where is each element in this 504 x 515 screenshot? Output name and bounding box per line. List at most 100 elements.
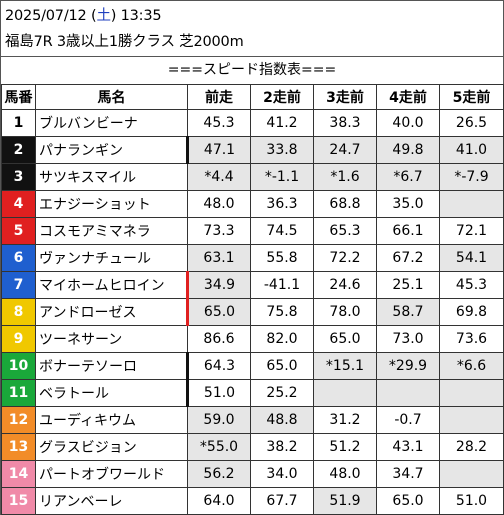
table-row: 3 サツキスマイル *4.4 *-1.1 *1.6 *6.7 *-7.9 — [1, 163, 504, 191]
speed-index-cell: 24.6 — [313, 271, 377, 299]
horse-number: 5 — [1, 217, 36, 245]
horse-name: エナジーショット — [35, 190, 188, 218]
speed-index-cell: 31.2 — [313, 406, 377, 434]
table-title: ===スピード指数表=== — [1, 56, 503, 85]
speed-index-cell: 67.2 — [376, 244, 440, 272]
speed-index-cell: 35.0 — [376, 190, 440, 218]
horse-name: ベラトール — [35, 379, 188, 407]
speed-index-cell: 36.3 — [250, 190, 314, 218]
speed-index-cell — [439, 190, 504, 218]
table-row: 5 コスモアミマネラ 73.3 74.5 65.3 66.1 72.1 — [1, 217, 504, 245]
table-row: 6 ヴァンナチュール 63.1 55.8 72.2 67.2 54.1 — [1, 244, 504, 272]
col-header-last: 前走 — [187, 84, 251, 110]
speed-index-cell: 25.1 — [376, 271, 440, 299]
speed-index-cell: 63.1 — [187, 244, 251, 272]
speed-index-cell: 28.2 — [439, 433, 504, 461]
speed-index-cell: 56.2 — [187, 460, 251, 488]
speed-index-cell: *-7.9 — [439, 163, 504, 191]
speed-index-cell: 49.8 — [376, 136, 440, 164]
horse-name: パナランギン — [35, 136, 188, 164]
speed-index-cell: 64.3 — [186, 352, 251, 380]
speed-index-cell: 38.3 — [313, 109, 377, 137]
horse-number: 6 — [1, 244, 36, 272]
horse-number: 9 — [1, 325, 36, 353]
speed-index-cell: 25.2 — [250, 379, 314, 407]
speed-index-cell: *1.6 — [313, 163, 377, 191]
horse-name: サツキスマイル — [35, 163, 188, 191]
horse-name: ブルバンビーナ — [35, 109, 188, 137]
race-datetime: 2025/07/12 (土) 13:35 — [5, 4, 162, 25]
horse-number: 15 — [1, 487, 36, 515]
horse-number: 4 — [1, 190, 36, 218]
speed-index-cell: *55.0 — [187, 433, 251, 461]
speed-index-cell: 51.0 — [186, 379, 251, 407]
speed-index-cell: 69.8 — [439, 298, 504, 326]
horse-name: リアンベーレ — [35, 487, 188, 515]
horse-number: 14 — [1, 460, 36, 488]
horse-number: 2 — [1, 136, 36, 164]
speed-index-cell: 26.5 — [439, 109, 504, 137]
speed-index-cell: 43.1 — [376, 433, 440, 461]
table-row: 15 リアンベーレ 64.0 67.7 51.9 65.0 51.0 — [1, 487, 504, 515]
date-text: 2025/07/12 ( — [5, 8, 97, 24]
speed-index-cell: 48.8 — [250, 406, 314, 434]
speed-index-cell: 34.9 — [186, 271, 251, 299]
speed-index-cell: *15.1 — [313, 352, 377, 380]
table-row: 14 パートオブワールド 56.2 34.0 48.0 34.7 — [1, 460, 504, 488]
table-row: 1 ブルバンビーナ 45.3 41.2 38.3 40.0 26.5 — [1, 109, 504, 137]
speed-index-cell: 72.2 — [313, 244, 377, 272]
table-row: 8 アンドローゼス 65.0 75.8 78.0 58.7 69.8 — [1, 298, 504, 326]
speed-index-cell: 59.0 — [187, 406, 251, 434]
horse-number: 10 — [1, 352, 36, 380]
horse-name: ツーネサーン — [35, 325, 188, 353]
speed-index-cell: 38.2 — [250, 433, 314, 461]
horse-number: 11 — [1, 379, 36, 407]
col-header-name: 馬名 — [35, 84, 188, 110]
table-row: 9 ツーネサーン 86.6 82.0 65.0 73.0 73.6 — [1, 325, 504, 353]
speed-index-cell: 34.7 — [376, 460, 440, 488]
speed-index-cell: 64.0 — [187, 487, 251, 515]
speed-index-cell: 55.8 — [250, 244, 314, 272]
speed-index-cell: 67.7 — [250, 487, 314, 515]
speed-index-cell: *6.6 — [439, 352, 504, 380]
horse-number: 8 — [1, 298, 36, 326]
table-header-row: 馬番 馬名 前走 2走前 3走前 4走前 5走前 — [1, 84, 504, 110]
horse-name: ヴァンナチュール — [35, 244, 188, 272]
speed-index-cell: 45.3 — [187, 109, 251, 137]
col-header-number: 馬番 — [1, 84, 36, 110]
speed-index-cell: -41.1 — [250, 271, 314, 299]
speed-index-cell: 65.0 — [186, 298, 251, 326]
table-row: 13 グラスビジョン *55.0 38.2 51.2 43.1 28.2 — [1, 433, 504, 461]
horse-number: 13 — [1, 433, 36, 461]
speed-index-cell: 33.8 — [250, 136, 314, 164]
speed-index-cell: -0.7 — [376, 406, 440, 434]
speed-index-cell: 54.1 — [439, 244, 504, 272]
col-header-5back: 5走前 — [439, 84, 504, 110]
speed-index-cell: 78.0 — [313, 298, 377, 326]
speed-index-cell: 41.2 — [250, 109, 314, 137]
table-row: 4 エナジーショット 48.0 36.3 68.8 35.0 — [1, 190, 504, 218]
col-header-2back: 2走前 — [250, 84, 314, 110]
speed-index-cell: *6.7 — [376, 163, 440, 191]
horse-name: アンドローゼス — [35, 298, 188, 326]
speed-index-cell: 48.0 — [313, 460, 377, 488]
horse-number: 3 — [1, 163, 36, 191]
speed-index-cell: 24.7 — [313, 136, 377, 164]
speed-index-cell: 86.6 — [187, 325, 251, 353]
speed-index-cell: 34.0 — [250, 460, 314, 488]
speed-index-cell — [439, 406, 504, 434]
speed-index-cell: *29.9 — [376, 352, 440, 380]
horse-name: パートオブワールド — [35, 460, 188, 488]
speed-index-cell: 51.2 — [313, 433, 377, 461]
speed-index-cell: 58.7 — [376, 298, 440, 326]
speed-index-cell: 73.0 — [376, 325, 440, 353]
table-row: 2 パナランギン 47.1 33.8 24.7 49.8 41.0 — [1, 136, 504, 164]
table-row: 12 ユーディキウム 59.0 48.8 31.2 -0.7 — [1, 406, 504, 434]
speed-index-table: 馬番 馬名 前走 2走前 3走前 4走前 5走前 1 ブルバンビーナ 45.3 41.… — [1, 84, 504, 515]
speed-index-cell: 82.0 — [250, 325, 314, 353]
table-row: 10 ボナーテソーロ 64.3 65.0 *15.1 *29.9 *6.6 — [1, 352, 504, 380]
speed-index-cell: *4.4 — [187, 163, 251, 191]
table-row: 11 ベラトール 51.0 25.2 — [1, 379, 504, 407]
speed-index-cell: 73.6 — [439, 325, 504, 353]
race-info: 福島7R 3歳以上1勝クラス 芝2000m — [5, 34, 244, 50]
